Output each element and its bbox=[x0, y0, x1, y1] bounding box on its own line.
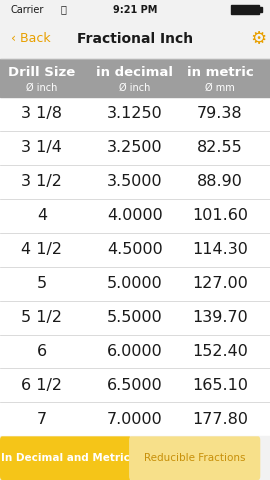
Text: 3.1250: 3.1250 bbox=[107, 107, 163, 121]
Text: 127.00: 127.00 bbox=[192, 276, 248, 291]
Text: 5 1/2: 5 1/2 bbox=[21, 310, 62, 325]
Text: in decimal: in decimal bbox=[96, 66, 174, 79]
Bar bbox=[0, 335, 270, 369]
Text: 3.2500: 3.2500 bbox=[107, 140, 163, 156]
Bar bbox=[231, 5, 259, 14]
Bar bbox=[0, 267, 270, 300]
Text: 88.90: 88.90 bbox=[197, 174, 243, 189]
Text: 3 1/4: 3 1/4 bbox=[21, 140, 62, 156]
Bar bbox=[0, 59, 270, 97]
Text: Ø inch: Ø inch bbox=[119, 83, 151, 93]
Bar bbox=[0, 131, 270, 165]
Text: 82.55: 82.55 bbox=[197, 140, 243, 156]
Text: In Decimal and Metric: In Decimal and Metric bbox=[1, 453, 130, 463]
Text: 4.5000: 4.5000 bbox=[107, 242, 163, 257]
Text: Carrier: Carrier bbox=[11, 5, 44, 14]
Text: 4: 4 bbox=[37, 208, 47, 223]
Text: 114.30: 114.30 bbox=[192, 242, 248, 257]
Text: 3 1/8: 3 1/8 bbox=[21, 107, 62, 121]
Text: 3.5000: 3.5000 bbox=[107, 174, 163, 189]
Text: 7: 7 bbox=[37, 412, 47, 427]
Text: in metric: in metric bbox=[187, 66, 254, 79]
Text: 165.10: 165.10 bbox=[192, 378, 248, 393]
Text: ⚙: ⚙ bbox=[250, 30, 266, 48]
Text: 6: 6 bbox=[37, 344, 47, 359]
Text: 101.60: 101.60 bbox=[192, 208, 248, 223]
Bar bbox=[259, 7, 262, 12]
Bar bbox=[0, 199, 270, 233]
Text: 6 1/2: 6 1/2 bbox=[21, 378, 62, 393]
Text: 177.80: 177.80 bbox=[192, 412, 248, 427]
Text: 5.0000: 5.0000 bbox=[107, 276, 163, 291]
Text: 3 1/2: 3 1/2 bbox=[21, 174, 62, 189]
Bar bbox=[0, 436, 270, 480]
Text: 6.5000: 6.5000 bbox=[107, 378, 163, 393]
Text: Ø mm: Ø mm bbox=[205, 83, 235, 93]
Text: 4.0000: 4.0000 bbox=[107, 208, 163, 223]
Text: 5.5000: 5.5000 bbox=[107, 310, 163, 325]
FancyBboxPatch shape bbox=[0, 436, 131, 480]
Text: ‹ Back: ‹ Back bbox=[11, 32, 50, 46]
Bar bbox=[0, 19, 270, 59]
Bar bbox=[0, 97, 270, 131]
Text: 79.38: 79.38 bbox=[197, 107, 243, 121]
Bar bbox=[0, 165, 270, 199]
Bar bbox=[0, 300, 270, 335]
Text: Fractional Inch: Fractional Inch bbox=[77, 32, 193, 46]
Text: 7.0000: 7.0000 bbox=[107, 412, 163, 427]
Text: 139.70: 139.70 bbox=[192, 310, 248, 325]
Bar bbox=[0, 0, 270, 19]
Bar bbox=[0, 233, 270, 267]
Text: 5: 5 bbox=[37, 276, 47, 291]
Text: 9:21 PM: 9:21 PM bbox=[113, 5, 157, 14]
Text: Drill Size: Drill Size bbox=[8, 66, 76, 79]
Text: Ø inch: Ø inch bbox=[26, 83, 58, 93]
FancyBboxPatch shape bbox=[129, 436, 260, 480]
Text: ֍: ֍ bbox=[60, 5, 66, 14]
Text: Reducible Fractions: Reducible Fractions bbox=[144, 453, 245, 463]
Bar bbox=[0, 402, 270, 436]
Text: 152.40: 152.40 bbox=[192, 344, 248, 359]
Text: 4 1/2: 4 1/2 bbox=[21, 242, 62, 257]
Bar bbox=[0, 369, 270, 402]
Text: 6.0000: 6.0000 bbox=[107, 344, 163, 359]
